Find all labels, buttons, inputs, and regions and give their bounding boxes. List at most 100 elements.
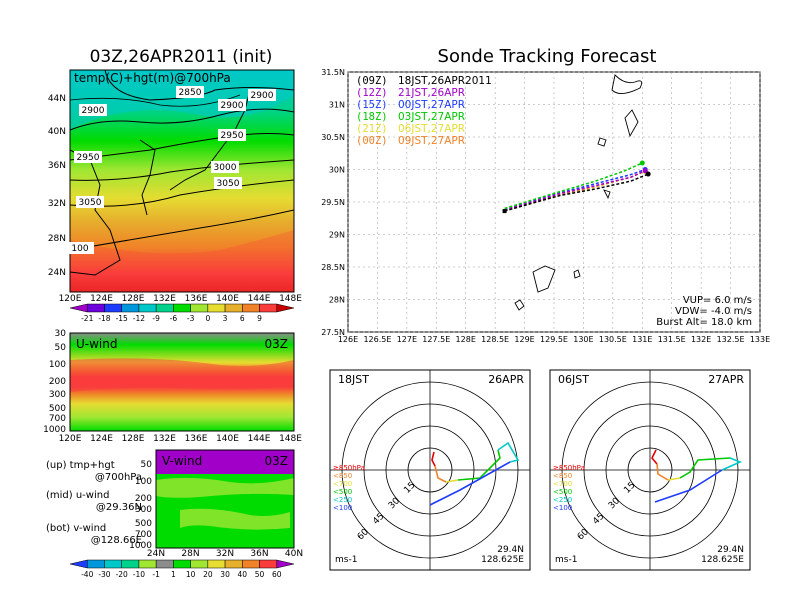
v-wind-time: 03Z [265, 454, 289, 468]
hodograph-date: 27APR [708, 373, 744, 386]
hodograph-legend-item: <100 [333, 504, 352, 512]
u-pressure-label: 100 [49, 360, 66, 370]
v-lat-label: 28N [181, 549, 199, 559]
panel-notes: (up) tmp+hgt@700hPa (mid) u-wind@29.36N (b… [46, 460, 142, 546]
track-lon-label: 127.5E [422, 335, 450, 344]
track-series [502, 160, 651, 214]
track-lon-label: 126E [338, 335, 358, 344]
track-legend-text: 00JST,27APR [398, 99, 465, 111]
wind-colorbar-label: -1 [152, 570, 160, 579]
temp-colorbar-label: 6 [240, 314, 245, 323]
track-lat-label: 28.5N [321, 263, 345, 272]
map-lon-label: 136E [185, 294, 208, 304]
contour-label-bg [218, 99, 246, 111]
v-pressure-label: 500 [135, 519, 152, 529]
temp-colorbar-swatch [173, 303, 191, 313]
v-pressure-label: 50 [141, 460, 153, 470]
contour-label: 2950 [221, 131, 244, 141]
temp-colorbar-swatch [121, 303, 140, 313]
track-series-line [504, 162, 643, 210]
hodograph-trace-segment [654, 469, 723, 503]
map-lat-label: 28N [48, 234, 66, 244]
temp-colorbar-swatch [190, 303, 209, 313]
u-lon-label: 136E [185, 434, 208, 444]
wind-colorbar-label: -30 [98, 570, 110, 579]
contour-label-bg [218, 129, 246, 141]
hodograph-ring [407, 447, 453, 493]
contour-label: 2900 [221, 101, 244, 111]
temperature-height-map: temp(C)+hgt(m)@700hPa 2850 2900 2900 2900 29… [48, 69, 303, 323]
hodograph-trace-segment [667, 477, 681, 481]
track-lon-label: 131E [632, 335, 652, 344]
track-lat-label: 31N [329, 101, 345, 110]
map-lat-labels: 44N 40N 36N 32N 28N 24N [48, 94, 66, 278]
v-lat-label: 36N [250, 549, 268, 559]
temp-colorbar-swatch [276, 303, 295, 313]
hodograph-trace-segment [651, 449, 658, 465]
hodograph-legend-item: <500 [553, 488, 572, 496]
map-lon-labels: 120E 124E 128E 132E 136E 140E 144E 148E [59, 294, 303, 304]
contour-label: 2900 [251, 91, 274, 101]
u-wind-time: 03Z [265, 337, 289, 351]
track-lat-label: 30.5N [321, 133, 345, 142]
map-lat-label: 24N [48, 268, 66, 278]
wind-colorbar-swatch [104, 559, 122, 569]
track-lon-label: 132.5E [717, 335, 745, 344]
hodograph-legend-item: <250 [333, 496, 352, 504]
wind-colorbar-swatch [224, 559, 243, 569]
track-lon-label: 128E [456, 335, 476, 344]
temp-colorbar-label: 9 [257, 314, 262, 323]
contour-label: 3000 [214, 163, 237, 173]
hodograph-legend-item: <250 [553, 496, 572, 504]
track-lon-label: 129.5E [540, 335, 568, 344]
contour-label: 2950 [77, 153, 100, 163]
hodograph-ring [341, 381, 519, 559]
temperature-colorbar: -21 -18 -15 -12 -9 -6 -3 0 3 6 9 [69, 303, 295, 323]
v-pressure-label: 100 [135, 477, 152, 487]
track-lon-label: 129E [514, 335, 534, 344]
map-lon-label: 148E [279, 294, 302, 304]
map-lat-label: 32N [48, 199, 66, 209]
wind-colorbar-label: -20 [116, 570, 128, 579]
temp-colorbar-swatch [69, 303, 88, 313]
u-lon-label: 140E [216, 434, 239, 444]
contour-label-bg [248, 89, 276, 101]
hodograph-trace-segment [445, 479, 459, 483]
temp-colorbar-label: -12 [133, 314, 145, 323]
wind-colorbar-label: 40 [238, 570, 248, 579]
v-pressure-label: 700 [135, 530, 152, 540]
u-wind-lon-labels: 120E 124E 128E 132E 136E 140E 144E 148E [59, 434, 303, 444]
temp-colorbar-label: -21 [81, 314, 93, 323]
track-legend-code: (09Z) [356, 75, 388, 87]
hodograph-trace-segment [434, 465, 447, 483]
wind-colorbar-label: 10 [186, 570, 196, 579]
track-legend-text: 09JST,27APR [398, 135, 465, 147]
v-lat-label: 24N [147, 549, 165, 559]
hodograph-unit: ms-1 [335, 555, 357, 565]
track-lon-label: 130E [573, 335, 593, 344]
track-series-line [504, 173, 649, 212]
temp-colorbar-swatch [207, 303, 226, 313]
track-lon-label: 130.5E [599, 335, 627, 344]
track-legend-code: (00Z) [356, 135, 388, 147]
temp-colorbar-swatch [86, 303, 105, 313]
temp-colorbar-swatch [104, 303, 122, 313]
sonde-track-map: (09Z) 18JST,26APR2011 (12Z) 21JST,26APR (15Z… [321, 68, 770, 344]
track-lon-label: 132E [691, 335, 711, 344]
temp-colorbar-swatch [138, 303, 157, 313]
map-lon-label: 128E [122, 294, 145, 304]
wind-colorbar-swatch [190, 559, 209, 569]
track-lon-label: 133E [750, 335, 770, 344]
track-lat-label: 27.5N [321, 328, 345, 337]
hodograph-trace-segment [497, 441, 520, 463]
hodograph-date: 26APR [488, 373, 524, 386]
map-lon-label: 144E [248, 294, 271, 304]
temp-colorbar-label: -18 [98, 314, 110, 323]
wind-colorbar-swatch [242, 559, 260, 569]
track-lat-label: 30N [329, 166, 345, 175]
u-pressure-label: 500 [49, 404, 66, 414]
